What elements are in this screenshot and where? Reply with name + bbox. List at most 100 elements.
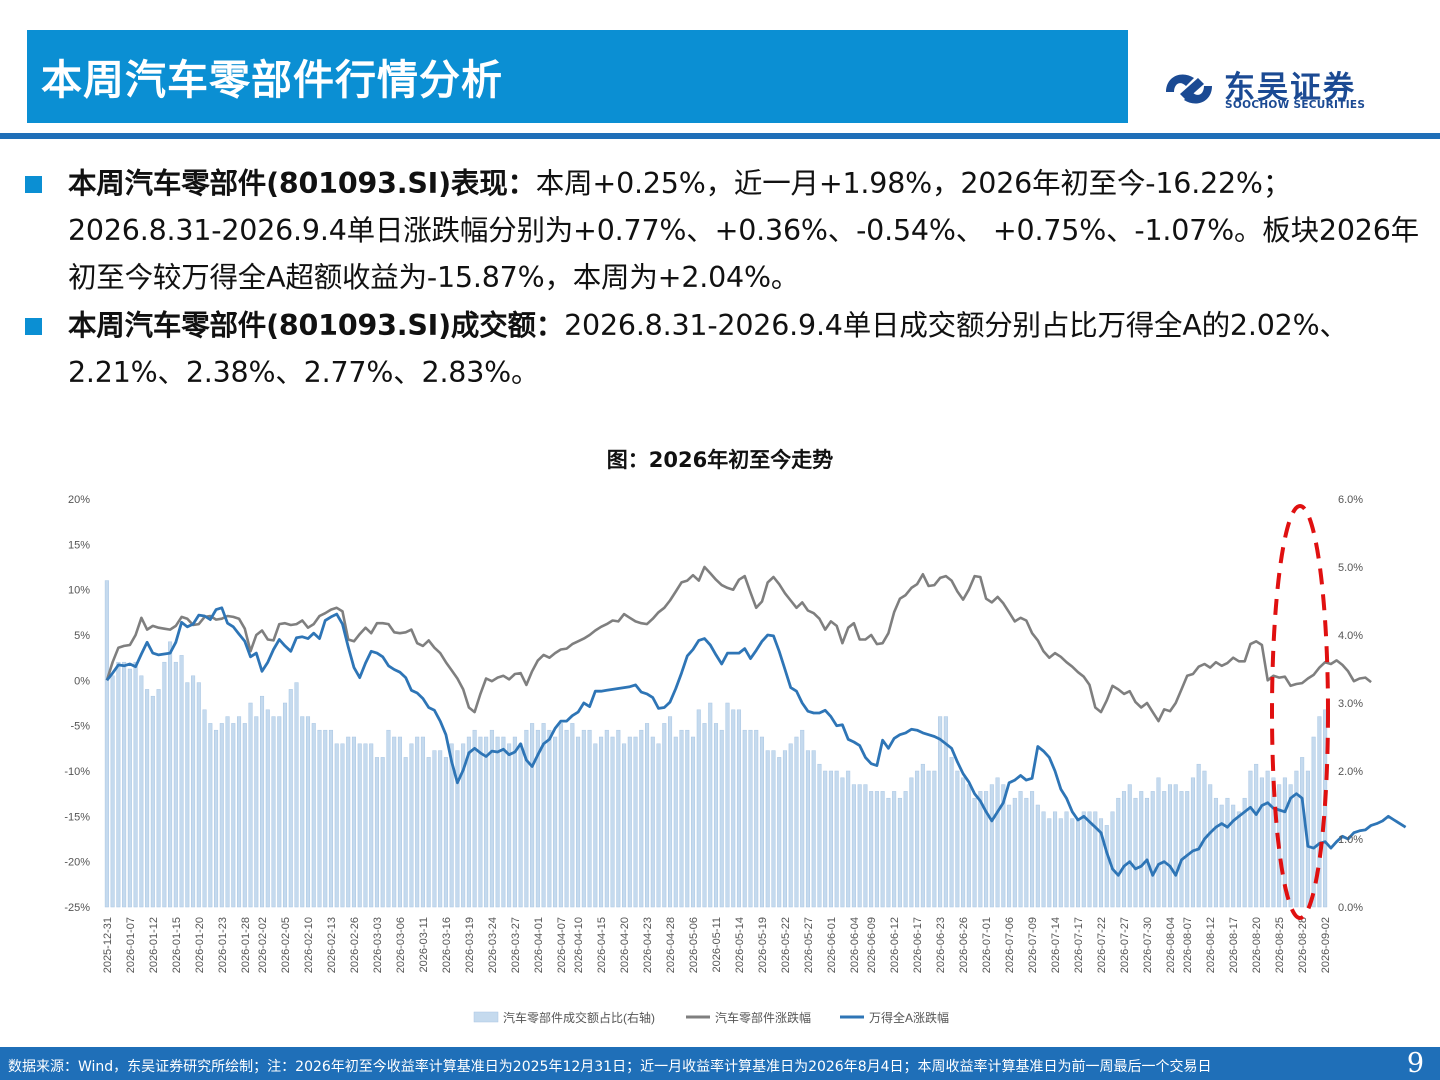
- turnover-bar: [558, 723, 563, 908]
- turnover-bar: [328, 729, 334, 908]
- turnover-bar: [869, 791, 874, 908]
- turnover-bar: [1219, 804, 1224, 908]
- x-tick-label: 2026-04-01: [533, 917, 545, 973]
- x-tick-label: 2026-08-25: [1274, 917, 1286, 973]
- turnover-bar: [288, 689, 293, 908]
- x-tick-label: 2026-04-15: [596, 917, 608, 973]
- turnover-bar: [139, 675, 144, 908]
- turnover-bar: [1311, 736, 1316, 908]
- turnover-bar: [564, 729, 569, 908]
- x-tick-label: 2026-04-28: [665, 917, 677, 973]
- y-right-tick-label: 6.0%: [1338, 494, 1363, 506]
- y-left-tick-label: 15%: [68, 539, 90, 551]
- turnover-bar: [955, 770, 960, 908]
- turnover-bar: [438, 750, 443, 908]
- turnover-bar: [915, 770, 920, 908]
- turnover-bar: [777, 757, 782, 908]
- turnover-bar: [1035, 804, 1040, 908]
- turnover-bar: [1081, 811, 1086, 908]
- turnover-bar: [645, 723, 650, 908]
- turnover-bar: [639, 729, 644, 908]
- turnover-bar: [202, 709, 207, 908]
- turnover-bar: [1087, 811, 1092, 908]
- turnover-bar: [208, 723, 213, 908]
- turnover-bar: [886, 797, 891, 908]
- turnover-bar: [524, 729, 529, 908]
- turnover-bar: [731, 709, 736, 908]
- legend-label-auto-parts: 汽车零部件涨跌幅: [715, 1010, 811, 1025]
- x-tick-label: 2026-03-11: [418, 917, 430, 972]
- turnover-bar: [507, 743, 512, 908]
- turnover-bar: [323, 729, 328, 908]
- turnover-bar: [1127, 784, 1132, 908]
- turnover-bar: [553, 736, 558, 908]
- x-tick-label: 2026-02-02: [257, 917, 269, 973]
- summary-bullets: 本周汽车零部件(801093.SI)表现：本周+0.25%，近一月+1.98%，…: [22, 160, 1440, 396]
- x-tick-label: 2026-01-28: [240, 917, 252, 973]
- page-title: 本周汽车零部件行情分析: [41, 56, 503, 104]
- turnover-bar: [1282, 777, 1287, 908]
- x-tick-label: 2026-06-23: [935, 917, 947, 973]
- x-tick-label: 2026-06-09: [866, 917, 878, 973]
- turnover-bar: [191, 675, 196, 908]
- turnover-bar: [133, 661, 138, 908]
- turnover-bar: [225, 716, 230, 908]
- turnover-bar: [811, 750, 816, 908]
- x-tick-label: 2026-01-20: [194, 917, 206, 973]
- turnover-bar: [340, 743, 345, 908]
- turnover-bar: [593, 743, 598, 908]
- turnover-bar: [570, 723, 575, 908]
- bullet-turnover-heading: 本周汽车零部件(801093.SI)成交额：: [68, 309, 565, 342]
- turnover-bar: [185, 682, 190, 908]
- turnover-bar: [1196, 763, 1201, 908]
- turnover-bar: [668, 716, 673, 908]
- x-tick-label: 2026-05-19: [757, 917, 769, 973]
- x-tick-label: 2026-01-23: [217, 917, 229, 973]
- turnover-bar: [104, 580, 109, 908]
- legend-label-wind-a: 万得全A涨跌幅: [869, 1010, 949, 1025]
- turnover-bar: [351, 736, 357, 908]
- turnover-bar: [1208, 784, 1213, 908]
- turnover-bar: [173, 661, 178, 908]
- x-tick-label: 2026-04-07: [556, 917, 568, 973]
- turnover-bar: [1064, 811, 1069, 908]
- turnover-bar: [277, 716, 282, 908]
- series-line-auto-parts: [105, 565, 1372, 723]
- x-tick-label: 2026-05-27: [803, 917, 815, 973]
- turnover-bar: [386, 729, 391, 908]
- turnover-bar: [656, 743, 661, 908]
- turnover-bar: [1053, 811, 1058, 908]
- y-right-tick-label: 3.0%: [1338, 698, 1363, 710]
- turnover-bar: [374, 757, 379, 908]
- y-right-tick-label: 5.0%: [1338, 562, 1363, 574]
- turnover-bar: [110, 675, 115, 908]
- turnover-bar: [334, 743, 339, 908]
- turnover-bar: [392, 736, 397, 908]
- turnover-bar: [892, 791, 897, 908]
- turnover-bar: [765, 750, 770, 908]
- turnover-bar: [484, 736, 489, 908]
- x-tick-label: 2026-08-07: [1182, 917, 1194, 973]
- turnover-bar: [880, 791, 885, 908]
- bullet-square-icon: [25, 318, 42, 335]
- turnover-bar: [1070, 818, 1075, 908]
- x-tick-label: 2026-07-09: [1027, 917, 1039, 973]
- turnover-bar: [1271, 777, 1276, 908]
- x-tick-label: 2026-01-12: [148, 917, 160, 973]
- turnover-bar: [702, 723, 707, 908]
- turnover-bar: [719, 729, 724, 908]
- turnover-bar: [995, 777, 1000, 908]
- turnover-bar: [874, 791, 879, 908]
- turnover-bar: [380, 757, 385, 908]
- legend-bar-swatch: [473, 1011, 499, 1023]
- turnover-bar: [846, 770, 851, 908]
- turnover-bar: [788, 743, 793, 908]
- turnover-bar: [196, 682, 201, 908]
- y-right-tick-label: 0.0%: [1338, 902, 1363, 914]
- turnover-bar: [966, 784, 971, 908]
- turnover-bar: [1225, 797, 1230, 908]
- turnover-bar: [748, 729, 753, 908]
- turnover-bar: [248, 702, 253, 908]
- turnover-bar: [409, 743, 414, 908]
- turnover-bar: [1179, 791, 1184, 908]
